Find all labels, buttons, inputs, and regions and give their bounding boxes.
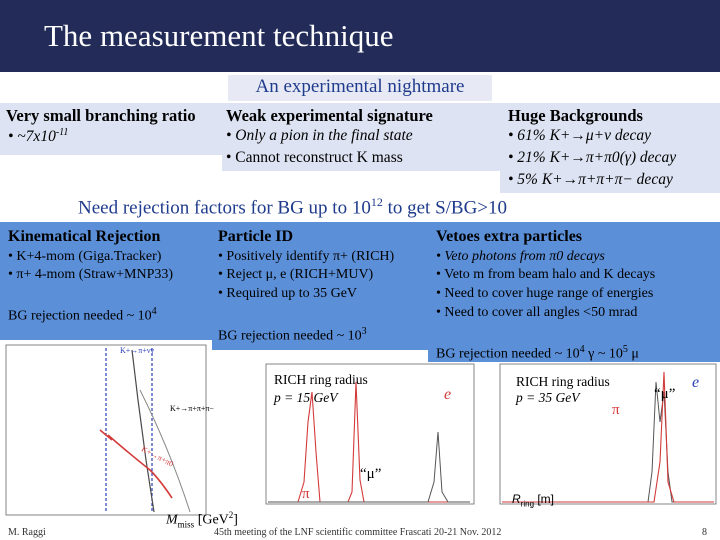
col3-item-1: • 61% K+→μ+ν decay: [508, 127, 652, 144]
three-pion-label: K+→π+π+π−: [170, 404, 214, 413]
electron-label: e: [444, 386, 452, 403]
signal-label: K+→π+νν: [120, 346, 155, 355]
footer-page: 8: [702, 527, 707, 538]
kinematics-plot: K+→π+νν K+→π+π+π− K+→π+π0: [0, 340, 214, 525]
vetoes-item-1: • Veto photons from π0 decays: [436, 249, 605, 264]
subtitle-box: An experimental nightmare: [228, 75, 492, 101]
pion-label-35: π: [612, 402, 620, 418]
col3-item-2: • 21% K+→π+π0(γ) decay: [508, 149, 677, 166]
footer-meeting: 45th meeting of the LNF scientific commi…: [214, 527, 502, 538]
mmiss-axis-label: Mmiss [GeV2]: [166, 510, 238, 530]
kinematical-bg: BG rejection needed ~ 104: [8, 306, 157, 324]
title-bar: [0, 0, 720, 72]
rring-axis-label: Rring [m]: [512, 492, 555, 509]
branching-ratio-box: [0, 103, 222, 155]
rich-35gev-svg: [499, 363, 717, 505]
kinematical-panel: [0, 222, 212, 340]
pid-item-1: • Positively identify π+ (RICH): [218, 249, 395, 264]
footer-author: M. Raggi: [8, 527, 46, 538]
signature-box: [222, 103, 500, 171]
pid-bg: BG rejection needed ~ 103: [218, 326, 367, 344]
pid-header: Particle ID: [218, 228, 294, 245]
pid-item-2: • Reject μ, e (RICH+MUV): [218, 267, 374, 282]
rich-35-title-1: RICH ring radius: [516, 374, 610, 389]
rich-15-title-1: RICH ring radius: [274, 372, 368, 387]
vetoes-item-3: • Need to cover huge range of energies: [436, 286, 654, 301]
col2-header: Weak experimental signature: [226, 106, 433, 125]
pion-label: π: [302, 486, 310, 502]
rich-15gev-plot: RICH ring radius p = 15 GeV e “μ” π: [238, 362, 478, 526]
vetoes-header: Vetoes extra particles: [436, 228, 583, 245]
col2-item-2: • Cannot reconstruct K mass: [226, 149, 403, 166]
kinematics-plot-svg: [5, 344, 207, 516]
col3-item-3: • 5% K+→π+π+π− decay: [508, 171, 673, 188]
pid-panel: [212, 222, 428, 350]
electron-label-35: e: [692, 374, 700, 391]
muon-label-35: “μ”: [654, 386, 676, 402]
col3-header: Huge Backgrounds: [508, 106, 643, 125]
kinematical-item-1: • K+4-mom (Giga.Tracker): [8, 249, 162, 264]
rich-15gev-svg: [265, 363, 475, 505]
vetoes-item-4: • Need to cover all angles <50 mrad: [436, 305, 638, 320]
col1-item: • ~7x10-11: [8, 127, 69, 146]
vetoes-bg: BG rejection needed ~ 104 γ ~ 105 μ: [436, 344, 639, 362]
col1-header: Very small branching ratio: [6, 106, 196, 125]
rich-35gev-plot: RICH ring radius p = 35 GeV e “μ” π Rrin…: [478, 362, 720, 526]
kinematical-header: Kinematical Rejection: [8, 228, 161, 245]
rich-15-title-2: p = 15 GeV: [274, 390, 338, 405]
muon-label: “μ”: [360, 466, 382, 482]
vetoes-item-2: • Veto m from beam halo and K decays: [436, 267, 656, 282]
slide-title: The measurement technique: [44, 18, 394, 53]
kinematical-item-2: • π+ 4-mom (Straw+MNP33): [8, 267, 174, 282]
vetoes-panel: [428, 222, 720, 370]
pid-item-3: • Required up to 35 GeV: [218, 286, 358, 301]
col2-item-1: • Only a pion in the final state: [226, 127, 413, 144]
slide-subtitle: An experimental nightmare: [255, 76, 465, 97]
need-rejection-text: Need rejection factors for BG up to 1012…: [78, 195, 508, 219]
rich-35-title-2: p = 35 GeV: [516, 390, 580, 405]
backgrounds-box: [500, 103, 720, 193]
